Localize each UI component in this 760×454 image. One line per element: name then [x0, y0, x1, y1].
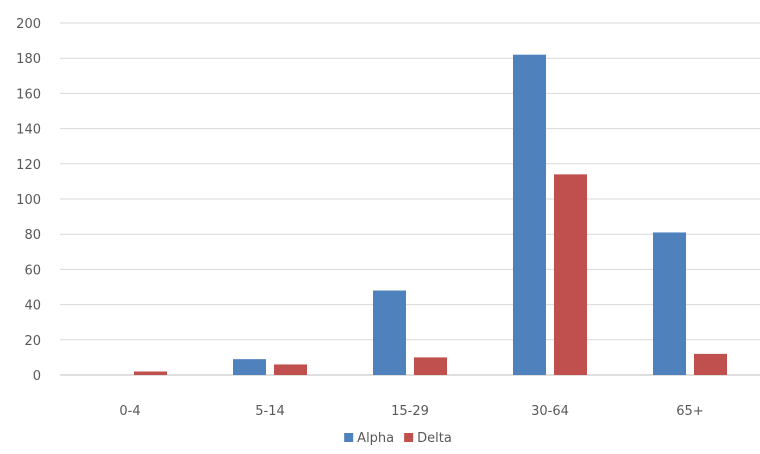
- bar-delta-5-14: [274, 364, 307, 375]
- y-tick-label: 40: [24, 299, 41, 314]
- y-tick-label: 0: [33, 369, 41, 384]
- y-tick-labels: 0 20 40 60 80 100 120 140 160 180 200: [16, 17, 41, 384]
- bar-delta-65+: [694, 353, 727, 375]
- legend-label: Delta: [417, 431, 452, 446]
- y-tick-label: 200: [16, 17, 41, 32]
- bar-alpha-5-14: [233, 359, 266, 375]
- y-tick-label: 20: [24, 334, 41, 349]
- bar-alpha-65+: [653, 232, 686, 375]
- gridlines: [60, 22, 760, 376]
- x-tick-label: 5-14: [255, 404, 285, 419]
- y-tick-label: 180: [16, 52, 41, 67]
- bar-delta-30-64: [554, 174, 587, 375]
- y-tick-label: 100: [16, 193, 41, 208]
- legend-swatch: [404, 433, 414, 442]
- x-tick-label: 65+: [676, 404, 703, 419]
- x-tick-labels: 0-4 5-14 15-29 30-64 65+: [119, 404, 703, 419]
- bars: [134, 54, 727, 376]
- bar-alpha-15-29: [373, 290, 406, 375]
- x-tick-label: 15-29: [391, 404, 429, 419]
- legend-label: Alpha: [357, 431, 394, 446]
- x-tick-label: 30-64: [531, 404, 569, 419]
- y-tick-label: 160: [16, 87, 41, 102]
- y-tick-label: 140: [16, 123, 41, 138]
- y-tick-label: 80: [24, 228, 41, 243]
- legend-item-alpha: Alpha: [344, 431, 394, 446]
- legend-item-delta: Delta: [404, 431, 452, 446]
- y-tick-label: 60: [24, 263, 41, 278]
- x-tick-label: 0-4: [119, 404, 140, 419]
- bar-delta-15-29: [414, 357, 447, 375]
- legend-swatch: [344, 433, 354, 442]
- y-tick-label: 120: [16, 158, 41, 173]
- bar-delta-0-4: [134, 371, 167, 375]
- legend: Alpha Delta: [344, 431, 452, 446]
- bar-alpha-30-64: [513, 54, 546, 376]
